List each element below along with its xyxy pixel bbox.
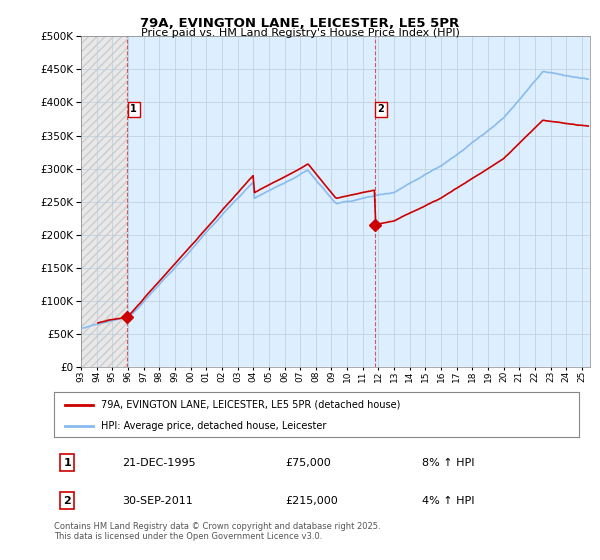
Text: 2: 2	[377, 104, 384, 114]
Text: 79A, EVINGTON LANE, LEICESTER, LE5 5PR (detached house): 79A, EVINGTON LANE, LEICESTER, LE5 5PR (…	[101, 399, 401, 409]
Text: £215,000: £215,000	[285, 496, 338, 506]
Text: HPI: Average price, detached house, Leicester: HPI: Average price, detached house, Leic…	[101, 421, 326, 431]
Text: 30-SEP-2011: 30-SEP-2011	[122, 496, 193, 506]
Text: 1: 1	[130, 104, 137, 114]
Text: Price paid vs. HM Land Registry's House Price Index (HPI): Price paid vs. HM Land Registry's House …	[140, 28, 460, 38]
Bar	[81, 36, 127, 367]
Text: Contains HM Land Registry data © Crown copyright and database right 2025.
This d: Contains HM Land Registry data © Crown c…	[54, 522, 380, 542]
Text: 1: 1	[63, 458, 71, 468]
Text: 2: 2	[63, 496, 71, 506]
Text: £75,000: £75,000	[285, 458, 331, 468]
Text: 4% ↑ HPI: 4% ↑ HPI	[421, 496, 474, 506]
Text: 8% ↑ HPI: 8% ↑ HPI	[421, 458, 474, 468]
Text: 21-DEC-1995: 21-DEC-1995	[122, 458, 196, 468]
Text: 79A, EVINGTON LANE, LEICESTER, LE5 5PR: 79A, EVINGTON LANE, LEICESTER, LE5 5PR	[140, 17, 460, 30]
